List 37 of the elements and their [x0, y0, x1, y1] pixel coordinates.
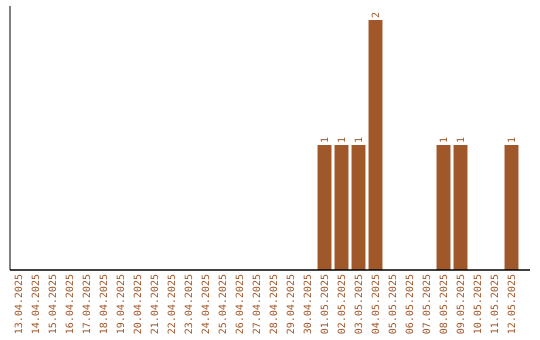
x-tick-label: 21.04.2025 — [150, 274, 161, 334]
data-label: 1 — [354, 136, 365, 143]
x-tick-label: 17.04.2025 — [82, 274, 93, 334]
x-tick-label: 07.05.2025 — [422, 274, 433, 334]
data-label: 1 — [337, 136, 348, 143]
x-tick-label: 02.05.2025 — [337, 274, 348, 334]
data-label: 1 — [439, 136, 450, 143]
x-tick-label: 25.04.2025 — [218, 274, 229, 334]
data-label: 1 — [320, 136, 331, 143]
x-tick-label: 05.05.2025 — [388, 274, 399, 334]
x-tick-label: 20.04.2025 — [133, 274, 144, 334]
x-tick-label: 30.04.2025 — [303, 274, 314, 334]
x-tick-label: 03.05.2025 — [354, 274, 365, 334]
x-tick-label: 24.04.2025 — [201, 274, 212, 334]
x-tick-label: 06.05.2025 — [405, 274, 416, 334]
x-tick-label: 11.05.2025 — [490, 274, 501, 334]
x-tick-label: 26.04.2025 — [235, 274, 246, 334]
x-tick-label: 19.04.2025 — [116, 274, 127, 334]
x-tick-label: 22.04.2025 — [167, 274, 178, 334]
x-tick-label: 27.04.2025 — [252, 274, 263, 334]
data-label: 2 — [371, 12, 382, 18]
x-tick-label: 18.04.2025 — [99, 274, 110, 334]
x-tick-label: 04.05.2025 — [371, 274, 382, 334]
x-tick-label: 13.04.2025 — [14, 274, 25, 334]
x-tick-label: 16.04.2025 — [65, 274, 76, 334]
x-tick-label: 14.04.2025 — [31, 274, 42, 334]
x-tick-label: 09.05.2025 — [456, 274, 467, 334]
x-tick-label: 10.05.2025 — [473, 274, 484, 334]
x-tick-label: 08.05.2025 — [439, 274, 450, 334]
x-tick-label: 28.04.2025 — [269, 274, 280, 334]
data-label: 1 — [507, 136, 518, 143]
x-tick-label: 15.04.2025 — [48, 274, 59, 334]
x-tick-label: 23.04.2025 — [184, 274, 195, 334]
data-label: 1 — [456, 136, 467, 143]
x-tick-label: 12.05.2025 — [507, 274, 518, 334]
x-tick-label: 29.04.2025 — [286, 274, 297, 334]
x-tick-label: 01.05.2025 — [320, 274, 331, 334]
